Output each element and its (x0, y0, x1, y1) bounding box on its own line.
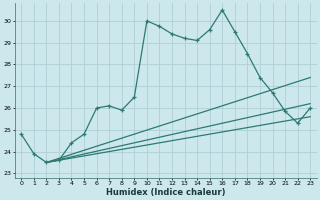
X-axis label: Humidex (Indice chaleur): Humidex (Indice chaleur) (106, 188, 226, 197)
